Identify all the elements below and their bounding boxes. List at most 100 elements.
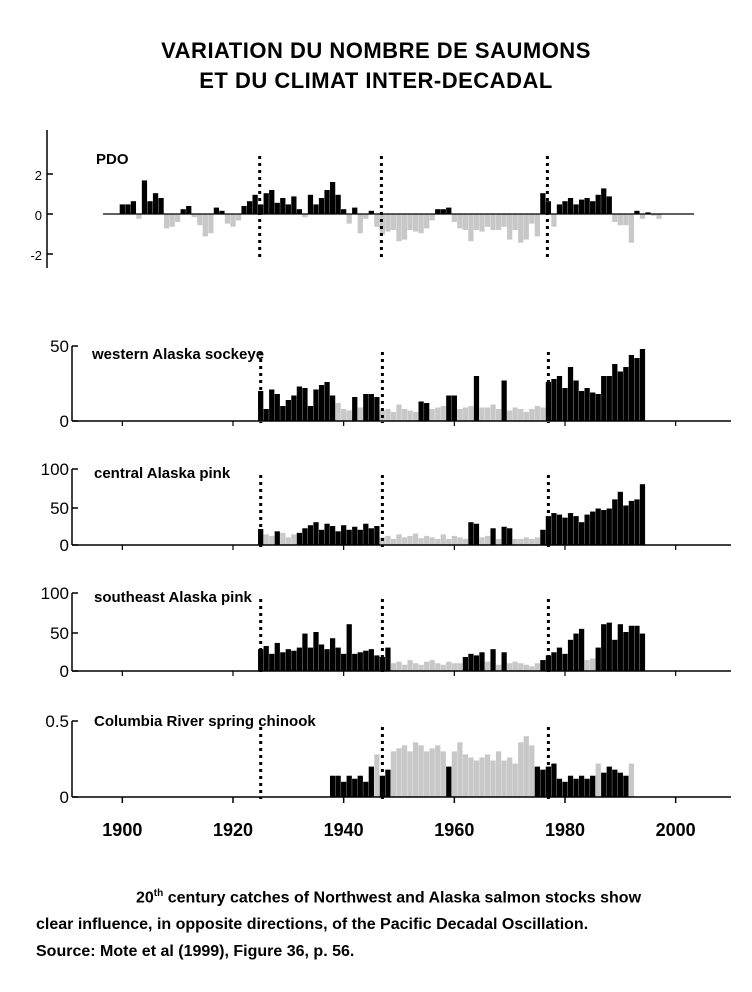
central-alaska-pink-bar	[407, 535, 413, 545]
western-alaska-sockeye-bar	[341, 409, 347, 421]
central-alaska-pink-bar	[512, 538, 518, 545]
columbia-river-spring-chinook-bar	[418, 745, 424, 797]
southeast-alaska-pink-bar	[346, 624, 352, 671]
western-alaska-sockeye-bar	[363, 394, 369, 421]
southeast-alaska-pink-bar	[612, 639, 618, 671]
columbia-river-spring-chinook-bar	[529, 745, 535, 797]
pdo-bar	[650, 214, 657, 216]
southeast-alaska-pink-bar	[318, 644, 325, 671]
pdo-y-tick-label: 2	[35, 168, 42, 183]
southeast-alaska-pink-bar	[446, 661, 452, 671]
pdo-bar	[385, 214, 391, 232]
western-alaska-sockeye-bar	[601, 376, 607, 421]
columbia-river-spring-chinook-bar	[462, 754, 469, 797]
columbia-river-spring-chinook-bar	[401, 745, 408, 797]
central-alaska-pink-bar	[628, 500, 635, 545]
southeast-alaska-pink-bar	[639, 633, 646, 671]
pdo-bar	[368, 210, 374, 214]
southeast-alaska-pink-bar	[291, 650, 297, 671]
central-alaska-pink-bar	[335, 531, 341, 545]
central-alaska-pink-bar	[440, 534, 446, 545]
southeast-alaska-pink-bar	[263, 646, 269, 671]
southeast-alaska-pink-bar	[296, 647, 303, 671]
western-alaska-sockeye-bar	[507, 410, 513, 421]
southeast-alaska-pink-label: southeast Alaska pink	[94, 589, 252, 606]
columbia-river-spring-chinook-bar	[612, 769, 618, 797]
central-alaska-pink-bar	[446, 538, 452, 545]
western-alaska-sockeye-bar	[385, 409, 391, 421]
columbia-river-spring-chinook-bar	[590, 775, 596, 797]
pdo-bar	[412, 214, 419, 232]
central-alaska-pink-bar	[296, 532, 303, 545]
central-alaska-pink-bar	[435, 538, 441, 545]
western-alaska-sockeye-bar	[479, 407, 485, 421]
pdo-bar	[484, 214, 491, 227]
central-alaska-pink-bar	[573, 516, 579, 545]
x-axis-tick-label: 1940	[324, 820, 364, 840]
pdo-bar	[562, 201, 568, 214]
pdo-bar	[191, 214, 197, 218]
western-alaska-sockeye-bar	[518, 409, 524, 421]
western-alaska-sockeye-bar	[368, 394, 374, 421]
pdo-bar	[595, 194, 601, 214]
central-alaska-pink-bar	[274, 531, 280, 545]
western-alaska-sockeye-bar	[634, 358, 640, 421]
southeast-alaska-pink-bar	[529, 666, 535, 671]
central-alaska-pink-bar	[424, 535, 430, 545]
southeast-alaska-pink-bar	[424, 661, 430, 671]
salmon-pdo-chart: 2 0 -2 PDO 50 0 western Alaska sockeye 100 50 0 ce…	[30, 130, 731, 840]
southeast-alaska-pink-bar	[357, 652, 363, 671]
southeast-alaska-pink-bar	[280, 652, 286, 671]
central-alaska-pink-bar	[567, 513, 574, 545]
central-alaska-pink-bar	[551, 513, 557, 545]
figure-caption: 20th century catches of Northwest and Al…	[36, 880, 736, 965]
pdo-bar	[656, 214, 662, 219]
pdo-bar	[501, 214, 507, 227]
pdo-bar	[578, 199, 585, 214]
southeast-alaska-pink-bar	[501, 652, 507, 671]
pdo-bar	[407, 214, 413, 230]
caption-line-2: clear influence, in opposite directions,…	[36, 916, 589, 934]
pdo-bar	[341, 209, 347, 214]
pdo-bar	[352, 207, 358, 214]
columbia-river-spring-chinook-bar	[540, 769, 546, 797]
central-alaska-pink-bar	[495, 538, 502, 545]
southeast-alaska-pink-bar	[512, 661, 518, 671]
pdo-bar	[446, 207, 452, 214]
southeast-alaska-pink-bar	[407, 660, 413, 671]
pdo-bar	[606, 196, 612, 214]
caption-line-1: 20th century catches of Northwest and Al…	[36, 880, 736, 911]
pdo-bar	[346, 214, 352, 224]
central-alaska-pink-bar	[623, 505, 629, 545]
southeast-alaska-pink-bar	[540, 660, 546, 671]
western-alaska-sockeye-bar	[285, 400, 291, 421]
pdo-bar	[512, 214, 518, 230]
pdo-bar	[584, 198, 590, 214]
western-alaska-sockeye-bar	[495, 409, 502, 421]
pdo-bar	[274, 202, 280, 214]
central-alaska-pink-bar	[324, 523, 330, 545]
western-alaska-sockeye-bar	[258, 391, 264, 421]
pdo-bar	[523, 214, 529, 240]
western-alaska-sockeye-bar	[612, 364, 618, 421]
western-alaska-sockeye-bar	[346, 410, 352, 421]
pdo-bar	[357, 214, 363, 234]
central-alaska-pink-bar	[468, 522, 474, 545]
southeast-alaska-pink-bar	[374, 655, 380, 671]
central-alaska-pink-bar	[302, 528, 308, 545]
central-alaska-pink-bar	[595, 508, 601, 545]
pdo-bar	[313, 204, 319, 214]
central-alaska-pink-bar	[396, 534, 402, 545]
western-alaska-sockeye-bar	[412, 412, 419, 421]
pdo-bar	[396, 214, 402, 242]
western-alaska-sockeye-bar	[501, 380, 507, 421]
southeast-alaska-pink-bar	[401, 664, 408, 671]
western-alaska-sockeye-bar	[590, 392, 596, 421]
columbia-river-spring-chinook-bar	[617, 772, 623, 797]
pdo-bar	[307, 194, 314, 214]
southeast-alaska-pink-bar	[495, 664, 502, 671]
western-alaska-sockeye-bar	[407, 410, 413, 421]
western-alaska-sockeye-bar	[468, 406, 474, 421]
southeast-alaska-pink-bar	[429, 660, 435, 671]
x-axis-tick-label: 2000	[656, 820, 696, 840]
